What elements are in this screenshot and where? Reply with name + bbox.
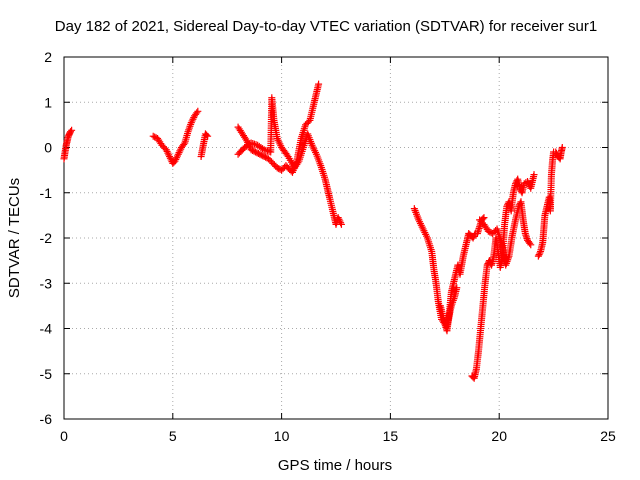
data-point	[469, 234, 477, 242]
data-point	[166, 154, 174, 162]
data-point	[337, 219, 345, 227]
y-tick-label: 1	[44, 94, 52, 110]
data-point	[530, 171, 538, 179]
data-point	[173, 154, 181, 162]
data-point	[176, 147, 184, 155]
x-tick-label: 20	[491, 428, 507, 444]
x-tick-label: 0	[60, 428, 68, 444]
x-tick-label: 5	[169, 428, 177, 444]
y-tick-label: -2	[40, 230, 53, 246]
data-point	[440, 315, 448, 323]
data-point	[68, 126, 76, 134]
x-tick-label: 10	[274, 428, 290, 444]
y-tick-label: -3	[40, 275, 53, 291]
x-tick-label: 25	[600, 428, 616, 444]
data-point	[334, 214, 342, 222]
data-point	[163, 147, 171, 155]
data-point	[536, 249, 544, 257]
data-point	[188, 117, 196, 125]
data-point	[335, 215, 343, 223]
data-point	[204, 132, 212, 140]
data-point	[162, 146, 170, 154]
data-point	[259, 145, 267, 153]
data-point	[242, 135, 250, 143]
data-point	[470, 232, 478, 240]
data-point	[315, 80, 323, 88]
data-point	[166, 153, 174, 161]
data-point	[175, 149, 183, 157]
data-point	[453, 284, 461, 292]
data-point	[527, 241, 535, 249]
data-point	[535, 251, 543, 259]
data-point	[172, 155, 180, 163]
data-point	[171, 157, 179, 165]
x-axis-title: GPS time / hours	[278, 457, 392, 474]
data-point	[558, 144, 566, 151]
data-point	[480, 214, 488, 222]
data-point	[180, 140, 188, 148]
x-tick-label: 15	[383, 428, 399, 444]
data-point	[165, 151, 173, 159]
data-point	[187, 119, 195, 127]
axis-ticks: 0 5 10 15 20 25 -6 -5 -4 -3 -2 -1 0 1 2	[40, 49, 616, 444]
data-point	[164, 149, 172, 157]
data-point	[294, 159, 302, 167]
data-point	[336, 217, 344, 225]
data-point	[194, 107, 202, 115]
data-point	[203, 131, 211, 139]
data-point	[337, 220, 345, 228]
data-point	[193, 109, 201, 117]
y-tick-label: -1	[40, 185, 53, 201]
y-tick-label: -4	[40, 321, 53, 337]
data-point	[526, 239, 534, 247]
chart-title: Day 182 of 2021, Sidereal Day-to-day VTE…	[55, 18, 597, 35]
y-axis-title: SDTVAR / TECUs	[6, 178, 23, 298]
data-point	[523, 177, 531, 185]
data-point	[173, 152, 181, 160]
y-tick-label: 2	[44, 49, 52, 65]
data-point	[67, 128, 75, 136]
data-point	[534, 252, 542, 260]
data-point	[189, 115, 197, 123]
y-tick-label: -5	[40, 366, 53, 382]
data-point	[174, 150, 182, 158]
data-points	[60, 80, 566, 382]
data-point	[304, 118, 312, 126]
y-tick-label: 0	[44, 140, 52, 156]
y-tick-label: -6	[40, 411, 53, 427]
